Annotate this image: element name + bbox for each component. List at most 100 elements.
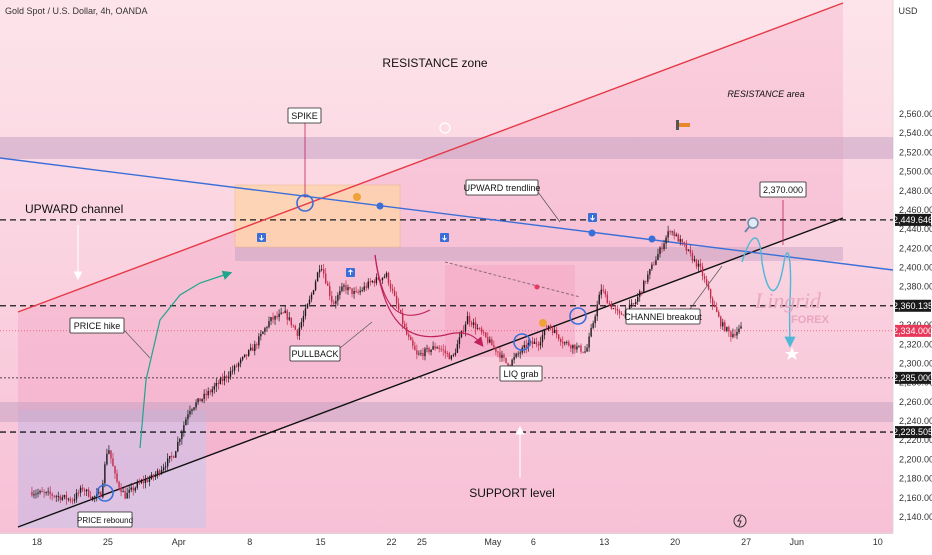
candle-body — [610, 303, 613, 309]
candle-body — [365, 286, 367, 288]
candle-body — [503, 354, 505, 358]
candle-body — [136, 482, 138, 488]
candle-body — [505, 357, 507, 363]
candle-body — [596, 304, 598, 317]
candle-body — [707, 284, 710, 290]
candle-body — [144, 479, 147, 484]
price-rebound-callout: PRICE rebound — [77, 511, 133, 528]
pullback-arrow-1 — [374, 254, 484, 347]
candle-body — [371, 280, 374, 283]
candle-body — [203, 393, 205, 399]
candle-body — [290, 317, 292, 326]
candle-body — [339, 290, 341, 295]
time-tick-label: May — [484, 537, 502, 547]
price-tick-label: 2,200.000 — [899, 454, 932, 464]
candle-body — [634, 301, 637, 304]
candle-body — [389, 283, 392, 289]
candle-body — [177, 441, 179, 452]
candle-body — [665, 237, 667, 244]
price-axis-background — [893, 0, 932, 550]
time-tick-label: 8 — [247, 537, 252, 547]
candle-body — [689, 249, 692, 253]
price-tick-label: 2,160.000 — [899, 493, 932, 503]
liq-grab-dashed-line — [444, 261, 581, 298]
liq-grab-circle — [513, 333, 531, 351]
candle-body — [424, 348, 426, 357]
candle-body — [618, 310, 621, 314]
candle-body — [106, 453, 108, 465]
candle-body — [239, 359, 242, 364]
arrow-glyph — [259, 235, 264, 241]
candle-body — [296, 329, 299, 336]
candle-body — [580, 345, 582, 352]
candle-body — [53, 495, 55, 497]
trend-dot-3 — [648, 235, 656, 243]
candle-body — [183, 425, 185, 433]
candle-body — [740, 326, 742, 329]
time-tick-label: Jun — [789, 537, 804, 547]
candle-body — [622, 314, 625, 316]
candle-body — [472, 322, 475, 325]
candle-body — [685, 244, 688, 251]
candle-body — [553, 329, 556, 333]
star-icon — [785, 347, 799, 360]
price-tick-label: 2,460.000 — [899, 205, 932, 215]
candle-body — [227, 376, 230, 378]
candle-body — [77, 492, 80, 494]
time-tick-label: 13 — [599, 537, 609, 547]
candle-body — [645, 280, 647, 282]
candle-body — [369, 281, 371, 283]
resistance-zone-label: RESISTANCE zone — [382, 56, 487, 70]
candle-body — [112, 458, 114, 467]
candle-body — [515, 353, 517, 358]
candle-body — [288, 317, 290, 320]
clock-icon — [439, 122, 451, 134]
candle-body — [316, 272, 319, 282]
signal-icons — [257, 213, 597, 277]
candle-body — [476, 328, 479, 329]
candle-body — [697, 263, 700, 267]
candle-body — [100, 492, 102, 498]
price-tick-label: 2,380.000 — [899, 282, 932, 292]
candle-body — [207, 391, 209, 396]
candle-body — [85, 489, 88, 492]
candle-body — [282, 312, 284, 314]
candle-body — [92, 496, 94, 499]
retest-circle — [569, 307, 587, 325]
price-tick-label: 2,240.000 — [899, 416, 932, 426]
candle-body — [197, 398, 199, 403]
candle-body — [235, 365, 238, 367]
candle-body — [578, 345, 580, 347]
candle-body — [539, 342, 542, 346]
level-tag-text: 2,285.000 — [893, 373, 932, 383]
upward-channel-label: UPWARD channel — [25, 202, 123, 216]
price-tick-label: 2,220.000 — [899, 435, 932, 445]
candle-body — [250, 347, 252, 351]
candle-body — [736, 332, 738, 336]
support-band — [0, 402, 893, 422]
candle-body — [470, 322, 473, 325]
candle-body — [89, 496, 92, 499]
candle-body — [549, 325, 552, 329]
current-price-tag — [895, 324, 931, 337]
candle-body — [695, 259, 698, 267]
candle-body — [661, 247, 663, 250]
price-tick-label: 2,320.000 — [899, 339, 932, 349]
candle-body — [375, 277, 378, 284]
candle-body — [474, 322, 477, 329]
candle-body — [616, 309, 619, 311]
candle-body — [361, 290, 363, 291]
candle-body — [175, 451, 177, 458]
candle-body — [592, 323, 594, 328]
candle-body — [272, 317, 274, 320]
candle-body — [430, 349, 432, 353]
candle-body — [158, 470, 161, 474]
candle-body — [187, 414, 189, 420]
candle-body — [152, 474, 155, 478]
candle-body — [278, 313, 280, 318]
candle-body — [221, 378, 224, 381]
candle-body — [308, 299, 311, 305]
candle-body — [655, 260, 657, 265]
candle-body — [547, 325, 550, 330]
candle-body — [329, 285, 331, 296]
